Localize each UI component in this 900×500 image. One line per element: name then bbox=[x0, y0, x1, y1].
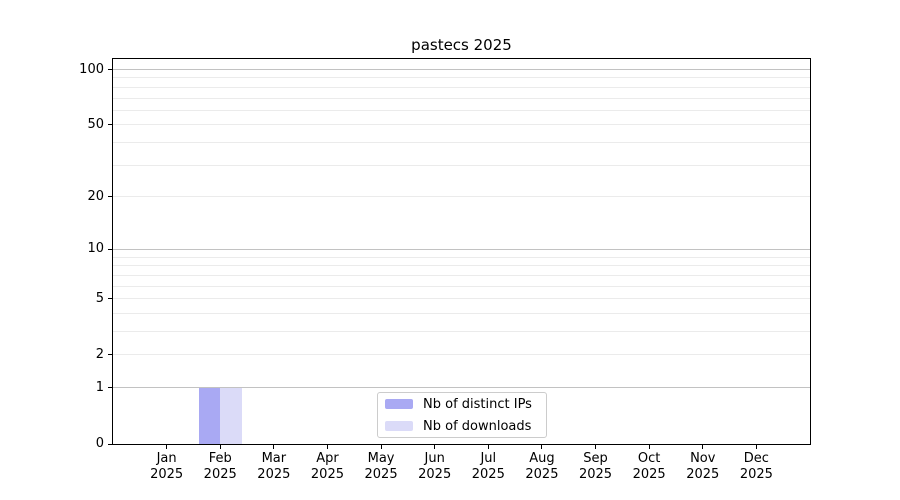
y-tick-0 bbox=[108, 443, 112, 445]
x-tick-year-feb: 2025 bbox=[203, 467, 237, 482]
x-tick-dec bbox=[755, 445, 757, 449]
x-tick-month-nov: Nov bbox=[690, 451, 716, 466]
y-tick-label-5: 5 bbox=[95, 290, 104, 306]
legend-label-nb-of-downloads: Nb of downloads bbox=[423, 418, 532, 434]
x-tick-label-jul: Jul 2025 bbox=[458, 451, 518, 483]
x-tick-year-oct: 2025 bbox=[632, 467, 666, 482]
x-tick-feb bbox=[219, 445, 221, 449]
x-tick-label-jun: Jun 2025 bbox=[405, 451, 465, 483]
bars-layer bbox=[113, 59, 810, 444]
y-tick-5 bbox=[108, 298, 112, 300]
x-tick-month-jul: Jul bbox=[480, 451, 497, 466]
legend-swatch-nb-of-downloads bbox=[385, 421, 413, 431]
x-tick-month-aug: Aug bbox=[529, 451, 555, 466]
y-tick-50 bbox=[108, 124, 112, 126]
x-tick-jan bbox=[166, 445, 168, 449]
x-tick-label-sep: Sep 2025 bbox=[566, 451, 626, 483]
x-tick-jul bbox=[487, 445, 489, 449]
gridline-minor-8 bbox=[113, 265, 810, 267]
gridline-minor-3 bbox=[113, 331, 810, 332]
x-tick-year-dec: 2025 bbox=[739, 467, 773, 482]
y-tick-label-1: 1 bbox=[95, 379, 104, 395]
x-tick-jun bbox=[434, 445, 436, 449]
gridline-minor-6 bbox=[113, 285, 810, 287]
y-tick-20 bbox=[108, 196, 112, 198]
x-tick-year-aug: 2025 bbox=[525, 467, 559, 482]
gridline-minor-4 bbox=[113, 312, 810, 314]
gridline-minor-90 bbox=[113, 77, 810, 79]
x-tick-label-oct: Oct 2025 bbox=[619, 451, 679, 483]
gridline-major-100 bbox=[113, 69, 810, 70]
x-tick-label-jan: Jan 2025 bbox=[137, 451, 197, 483]
y-tick-1 bbox=[108, 387, 112, 389]
x-tick-year-jan: 2025 bbox=[150, 467, 184, 482]
x-tick-label-apr: Apr 2025 bbox=[297, 451, 357, 483]
x-tick-year-apr: 2025 bbox=[310, 467, 344, 482]
y-tick-label-100: 100 bbox=[79, 61, 104, 77]
gridline-major-10 bbox=[113, 248, 810, 250]
x-tick-label-dec: Dec 2025 bbox=[726, 451, 786, 483]
gridline-minor-60 bbox=[113, 109, 810, 111]
x-tick-year-nov: 2025 bbox=[686, 467, 720, 482]
x-tick-month-sep: Sep bbox=[583, 451, 608, 466]
x-tick-nov bbox=[702, 445, 704, 449]
gridline-minor-80 bbox=[113, 86, 810, 88]
gridline-minor-9 bbox=[113, 256, 810, 258]
gridline-minor-2 bbox=[113, 354, 810, 356]
x-tick-label-may: May 2025 bbox=[351, 451, 411, 483]
x-tick-label-aug: Aug 2025 bbox=[512, 451, 572, 483]
y-tick-label-10: 10 bbox=[87, 241, 104, 257]
x-tick-mar bbox=[273, 445, 275, 449]
gridline-minor-30 bbox=[113, 164, 810, 166]
y-tick-label-20: 20 bbox=[87, 188, 104, 204]
gridline-minor-50 bbox=[113, 124, 810, 126]
x-tick-oct bbox=[648, 445, 650, 449]
legend-label-nb-of-distinct-ips: Nb of distinct IPs bbox=[423, 396, 532, 412]
x-tick-year-jul: 2025 bbox=[471, 467, 505, 482]
x-tick-month-feb: Feb bbox=[208, 451, 232, 466]
y-tick-10 bbox=[108, 248, 112, 250]
bar-nb-of-downloads-feb bbox=[220, 387, 242, 444]
x-tick-year-mar: 2025 bbox=[257, 467, 291, 482]
legend-swatch-nb-of-distinct-ips bbox=[385, 399, 413, 409]
plot-area bbox=[112, 58, 811, 445]
x-tick-label-mar: Mar 2025 bbox=[244, 451, 304, 483]
gridline-minor-5 bbox=[113, 298, 810, 300]
gridline-minor-70 bbox=[113, 97, 810, 99]
x-tick-sep bbox=[595, 445, 597, 449]
y-tick-100 bbox=[108, 69, 112, 70]
gridlines-layer bbox=[113, 59, 810, 444]
gridline-minor-7 bbox=[113, 274, 810, 276]
x-tick-year-sep: 2025 bbox=[578, 467, 613, 482]
x-tick-month-mar: Mar bbox=[261, 451, 287, 466]
y-tick-label-2: 2 bbox=[95, 346, 104, 362]
x-tick-month-may: May bbox=[367, 451, 395, 466]
bar-nb-of-distinct-ips-feb bbox=[198, 387, 221, 444]
x-tick-apr bbox=[326, 445, 328, 449]
legend: Nb of distinct IPs Nb of downloads bbox=[377, 392, 547, 438]
gridline-minor-20 bbox=[113, 196, 810, 198]
gridline-major-1 bbox=[113, 387, 810, 389]
x-tick-label-nov: Nov 2025 bbox=[673, 451, 733, 483]
x-tick-year-jun: 2025 bbox=[418, 467, 452, 482]
chart-title: pastecs 2025 bbox=[411, 36, 512, 54]
y-tick-label-0: 0 bbox=[95, 436, 104, 451]
legend-entry-nb-of-distinct-ips: Nb of distinct IPs bbox=[378, 393, 546, 415]
x-tick-month-jun: Jun bbox=[424, 451, 445, 466]
x-tick-aug bbox=[541, 445, 543, 449]
legend-entry-nb-of-downloads: Nb of downloads bbox=[378, 415, 546, 437]
x-tick-may bbox=[380, 445, 382, 449]
x-tick-year-may: 2025 bbox=[364, 467, 398, 482]
x-tick-month-oct: Oct bbox=[637, 451, 661, 466]
gridline-minor-40 bbox=[113, 142, 810, 144]
y-tick-2 bbox=[108, 354, 112, 356]
x-tick-month-dec: Dec bbox=[743, 451, 769, 466]
y-tick-label-50: 50 bbox=[87, 116, 104, 132]
x-tick-month-apr: Apr bbox=[316, 451, 339, 466]
x-tick-month-jan: Jan bbox=[156, 451, 177, 466]
x-tick-label-feb: Feb 2025 bbox=[190, 451, 250, 483]
